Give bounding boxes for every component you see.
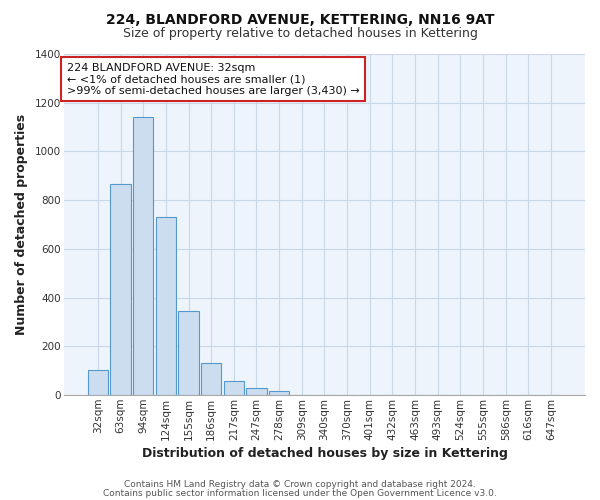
Bar [133,118,154,395]
Bar [110,184,131,395]
Bar [178,311,199,395]
Y-axis label: Number of detached properties: Number of detached properties [15,114,28,335]
Bar [269,391,289,395]
Bar [88,370,108,395]
X-axis label: Distribution of detached houses by size in Kettering: Distribution of detached houses by size … [142,447,508,460]
Text: Contains public sector information licensed under the Open Government Licence v3: Contains public sector information licen… [103,488,497,498]
Bar [201,364,221,395]
Bar [224,380,244,395]
Bar [246,388,266,395]
Text: 224 BLANDFORD AVENUE: 32sqm
← <1% of detached houses are smaller (1)
>99% of sem: 224 BLANDFORD AVENUE: 32sqm ← <1% of det… [67,62,359,96]
Text: Size of property relative to detached houses in Kettering: Size of property relative to detached ho… [122,28,478,40]
Bar [155,218,176,395]
Text: 224, BLANDFORD AVENUE, KETTERING, NN16 9AT: 224, BLANDFORD AVENUE, KETTERING, NN16 9… [106,12,494,26]
Text: Contains HM Land Registry data © Crown copyright and database right 2024.: Contains HM Land Registry data © Crown c… [124,480,476,489]
